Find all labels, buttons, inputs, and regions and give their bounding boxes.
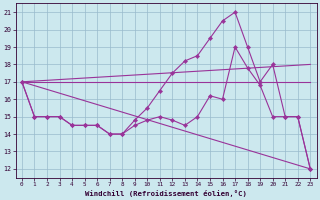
X-axis label: Windchill (Refroidissement éolien,°C): Windchill (Refroidissement éolien,°C) [85, 190, 247, 197]
